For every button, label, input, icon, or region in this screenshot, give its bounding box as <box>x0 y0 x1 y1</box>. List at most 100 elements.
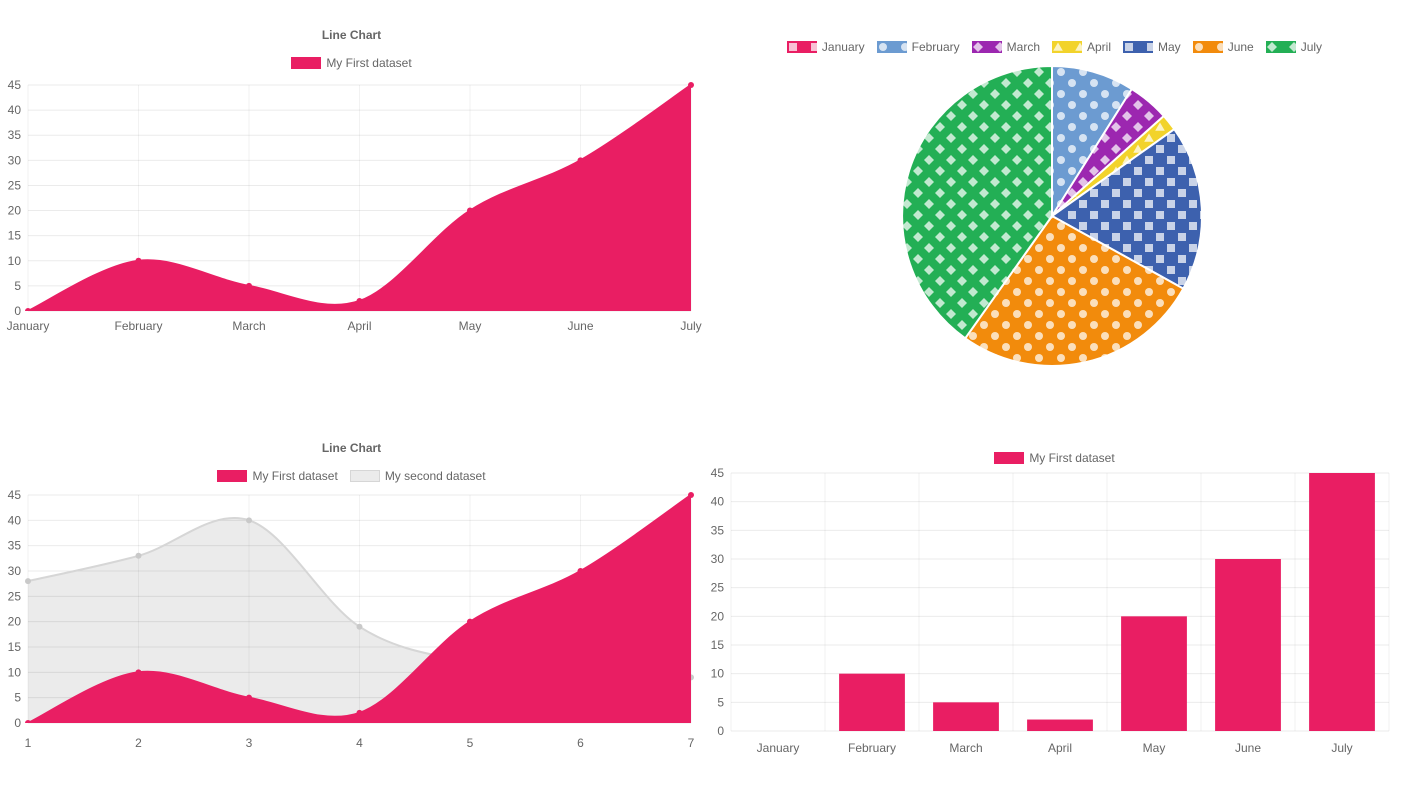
x-tick-label: March <box>232 319 265 333</box>
legend-item-june[interactable]: June <box>1192 40 1254 54</box>
y-tick-label: 0 <box>14 716 21 730</box>
x-tick-label: June <box>1235 741 1261 755</box>
data-point-my-first-dataset[interactable] <box>688 492 694 498</box>
data-point-my-first-dataset[interactable] <box>246 694 252 701</box>
legend-swatch <box>876 41 907 53</box>
legend-item-march[interactable]: March <box>971 40 1040 54</box>
legend-swatch <box>971 41 1002 53</box>
y-tick-label: 20 <box>8 615 22 629</box>
bar-july[interactable] <box>1309 473 1375 731</box>
legend-item-february[interactable]: February <box>876 40 960 54</box>
pie-slice-june[interactable] <box>963 214 1185 367</box>
legend-item-my-first-dataset[interactable]: My First dataset <box>291 56 412 70</box>
y-tick-label: 25 <box>8 589 22 603</box>
legend-label: My First dataset <box>1029 451 1115 465</box>
y-tick-label: 10 <box>711 667 725 681</box>
data-point-my-first-dataset[interactable] <box>577 568 584 574</box>
y-tick-label: 10 <box>8 665 22 679</box>
y-tick-label: 20 <box>711 609 725 623</box>
pattern-swatch-icon <box>1052 41 1082 53</box>
data-point-my-first-dataset[interactable] <box>135 669 142 676</box>
x-tick-label: 6 <box>577 736 584 750</box>
legend-label: February <box>911 40 960 54</box>
legend-item-my-first-dataset[interactable]: My First dataset <box>994 451 1115 465</box>
bar-may[interactable] <box>1121 616 1187 731</box>
data-point-my-first-dataset[interactable] <box>467 618 473 625</box>
bar-chart-panel: My First dataset 0 5 10 15 20 25 30 35 40 45 Janua… <box>703 395 1406 791</box>
data-point-my-second-dataset[interactable] <box>246 517 252 524</box>
x-tick-label: 7 <box>688 736 695 750</box>
y-tick-label: 35 <box>8 128 22 142</box>
legend-swatch <box>217 470 248 482</box>
data-point-my-first-dataset[interactable] <box>577 157 584 164</box>
pie-chart <box>703 0 1406 395</box>
x-tick-label: April <box>1048 741 1072 755</box>
x-tick-label: January <box>757 741 800 755</box>
bar-february[interactable] <box>839 673 905 731</box>
y-tick-label: 10 <box>8 254 22 268</box>
line-chart-1-panel: Line Chart My First dataset 0 5 10 15 20 25 30… <box>0 0 703 395</box>
x-tick-label: February <box>114 319 162 333</box>
pattern-swatch-icon <box>1192 41 1223 53</box>
data-point-my-second-dataset[interactable] <box>356 623 363 630</box>
line-chart-1: 0 5 10 15 20 25 30 35 40 45 January February March Ap… <box>0 78 703 338</box>
legend-label: My First dataset <box>326 56 412 70</box>
data-point-my-second-dataset[interactable] <box>25 578 31 585</box>
x-tick-label: April <box>347 319 371 333</box>
pie-slice-may[interactable] <box>1050 127 1203 290</box>
pie-slice-february[interactable] <box>1051 64 1134 220</box>
y-tick-label: 0 <box>14 304 21 318</box>
data-point-my-first-dataset[interactable] <box>688 82 694 88</box>
bar-chart: 0 5 10 15 20 25 30 35 40 45 January February March Ap… <box>703 465 1406 761</box>
y-tick-label: 0 <box>717 724 724 738</box>
area-my-first-dataset <box>28 85 691 311</box>
data-point-my-first-dataset[interactable] <box>356 297 363 304</box>
data-point-my-first-dataset[interactable] <box>356 709 363 716</box>
y-tick-label: 40 <box>8 513 22 527</box>
y-tick-label: 25 <box>711 581 725 595</box>
y-tick-label: 5 <box>14 691 21 705</box>
bar-april[interactable] <box>1027 719 1093 731</box>
legend-item-july[interactable]: July <box>1265 40 1322 54</box>
legend-item-april[interactable]: April <box>1052 40 1111 54</box>
x-tick-label: June <box>567 319 593 333</box>
pie-slice-july[interactable] <box>901 64 1053 340</box>
legend-label: May <box>1158 40 1181 54</box>
y-tick-label: 45 <box>8 490 22 502</box>
y-tick-label: 45 <box>8 78 22 92</box>
y-tick-label: 45 <box>711 466 725 480</box>
y-tick-label: 40 <box>711 495 725 509</box>
legend-swatch <box>1192 41 1223 53</box>
y-tick-label: 15 <box>711 638 725 652</box>
legend-swatch <box>1052 41 1082 53</box>
data-point-my-first-dataset[interactable] <box>135 257 142 264</box>
data-point-my-second-dataset[interactable] <box>135 552 142 559</box>
x-tick-label: July <box>1331 741 1352 755</box>
x-tick-label: 2 <box>135 736 142 750</box>
pie-chart-panel: January February March April May June Ju… <box>703 0 1406 395</box>
pattern-swatch-icon <box>1123 41 1154 53</box>
pie-legend: January February March April May June Ju… <box>703 40 1406 54</box>
x-tick-label: May <box>1143 741 1166 755</box>
y-tick-label: 5 <box>14 279 21 293</box>
legend-item-may[interactable]: May <box>1123 40 1181 54</box>
legend-item-january[interactable]: January <box>786 40 865 54</box>
area-my-first-dataset <box>28 495 691 723</box>
x-tick-label: 3 <box>246 736 253 750</box>
legend-item-my-second-dataset[interactable]: My second dataset <box>349 469 486 483</box>
data-point-my-first-dataset[interactable] <box>467 207 473 214</box>
legend: My First dataset <box>703 451 1406 465</box>
y-tick-label: 30 <box>8 564 22 578</box>
legend-swatch <box>1265 41 1296 53</box>
legend-label: April <box>1087 40 1112 54</box>
data-point-my-first-dataset[interactable] <box>25 308 31 314</box>
bar-june[interactable] <box>1215 559 1281 731</box>
pattern-swatch-icon <box>1265 41 1296 53</box>
legend-item-my-first-dataset[interactable]: My First dataset <box>217 469 338 483</box>
y-tick-label: 35 <box>711 523 725 537</box>
bar-march[interactable] <box>933 702 999 731</box>
data-point-my-first-dataset[interactable] <box>25 720 31 726</box>
y-tick-label: 25 <box>8 178 22 192</box>
y-tick-label: 20 <box>8 204 22 218</box>
data-point-my-first-dataset[interactable] <box>246 282 252 289</box>
